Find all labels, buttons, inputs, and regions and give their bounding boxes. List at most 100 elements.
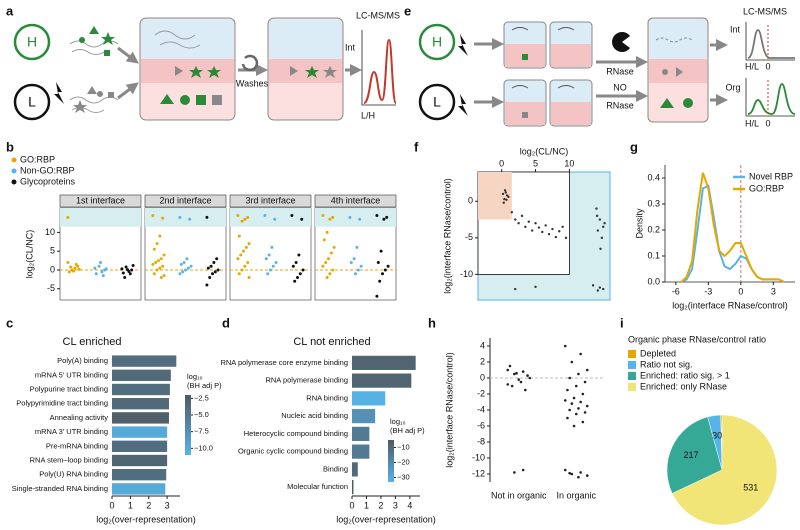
x-axis-label: log₂(interface RNase/control) bbox=[672, 300, 788, 310]
point bbox=[270, 245, 274, 249]
bar bbox=[352, 373, 412, 388]
point bbox=[579, 352, 582, 356]
point bbox=[120, 267, 124, 271]
density-line bbox=[680, 172, 785, 283]
ms-title: LC-MS/MS bbox=[356, 10, 400, 20]
slice-label: 30 bbox=[712, 431, 722, 441]
category-label: Pre-mRNA binding bbox=[46, 441, 108, 450]
x-tick-label: 0 bbox=[109, 500, 114, 510]
point bbox=[585, 474, 589, 477]
category-label: Annealing activity bbox=[50, 413, 109, 422]
h-label: H bbox=[432, 34, 442, 50]
point bbox=[152, 272, 156, 276]
point bbox=[503, 189, 507, 192]
y-axis-label: Density bbox=[634, 208, 644, 239]
point bbox=[383, 268, 387, 272]
point bbox=[162, 253, 166, 257]
detected-band bbox=[230, 208, 311, 227]
legend-label: Novel RBP bbox=[749, 171, 793, 181]
no-rnase-label: RNase bbox=[606, 100, 634, 110]
molecules-h bbox=[69, 26, 119, 56]
y-tick-label: -10 bbox=[472, 452, 485, 462]
panel-letter: b bbox=[6, 139, 14, 154]
point bbox=[331, 268, 335, 272]
x-tick-label: -6 bbox=[672, 286, 680, 296]
point bbox=[291, 264, 295, 268]
panel-letter: i bbox=[620, 315, 624, 330]
category-label: mRNA 5′ UTR binding bbox=[35, 370, 108, 379]
no-label: NO bbox=[613, 82, 627, 92]
panel-letter: e bbox=[404, 3, 411, 18]
point bbox=[375, 294, 379, 298]
point bbox=[212, 260, 216, 264]
shape bbox=[196, 95, 206, 105]
shape bbox=[557, 27, 575, 31]
point bbox=[577, 372, 580, 376]
point bbox=[240, 268, 244, 272]
legend-label: Non-GO:RBP bbox=[20, 165, 75, 175]
y-tick-label: 0.4 bbox=[647, 172, 660, 182]
point bbox=[263, 214, 267, 218]
colorbar-tick-label: −10 bbox=[397, 442, 410, 451]
point bbox=[547, 232, 551, 236]
point bbox=[524, 225, 527, 229]
point bbox=[216, 268, 220, 272]
point bbox=[267, 253, 271, 257]
x-tick-label: 1 bbox=[364, 500, 369, 510]
y-axis-label: log₂(CL/NC) bbox=[24, 230, 34, 279]
shape bbox=[551, 44, 591, 67]
category-label: Poly(U) RNA binding bbox=[39, 470, 108, 479]
chart-barh: CL enriched Poly(A) binding mRNA 5′ UTR bi… bbox=[12, 336, 222, 524]
point bbox=[378, 279, 382, 283]
point bbox=[583, 380, 587, 384]
bar bbox=[112, 369, 171, 381]
chart-strip: 4 2 0 -2 -4 -6 -8 -10 -12 log₂(interface RNase/co… bbox=[444, 338, 605, 500]
bar bbox=[352, 355, 416, 370]
org-label: Org bbox=[725, 82, 740, 92]
point bbox=[572, 396, 576, 400]
bar bbox=[112, 426, 168, 438]
point bbox=[73, 266, 77, 270]
point bbox=[209, 264, 213, 268]
point bbox=[155, 242, 159, 246]
bar bbox=[112, 454, 168, 467]
point bbox=[66, 260, 70, 264]
point bbox=[385, 215, 389, 219]
category-label: Binding bbox=[323, 464, 348, 473]
point bbox=[205, 215, 209, 219]
colorbar-title: (BH adj P) bbox=[187, 381, 222, 390]
point bbox=[269, 268, 272, 272]
point bbox=[298, 272, 302, 276]
rnase-icon bbox=[612, 32, 630, 52]
point bbox=[376, 260, 380, 264]
shape bbox=[159, 41, 201, 49]
shape bbox=[189, 66, 203, 78]
point bbox=[579, 400, 582, 404]
point bbox=[290, 214, 294, 218]
legend-label: Enriched: only RNase bbox=[640, 381, 727, 391]
point bbox=[349, 260, 353, 264]
point bbox=[266, 272, 270, 276]
point bbox=[355, 245, 359, 249]
shape bbox=[180, 95, 190, 105]
point bbox=[502, 201, 505, 204]
category-label: Poly(A) binding bbox=[57, 356, 108, 365]
point bbox=[236, 214, 240, 218]
bar bbox=[112, 398, 169, 410]
point bbox=[561, 225, 564, 229]
point bbox=[244, 245, 248, 249]
point bbox=[247, 242, 251, 246]
point bbox=[293, 279, 297, 283]
y-tick-label: 2 bbox=[480, 356, 485, 366]
bar bbox=[352, 426, 370, 441]
uv-bolt bbox=[458, 34, 468, 56]
point bbox=[97, 264, 101, 268]
point bbox=[240, 219, 244, 223]
point bbox=[534, 285, 537, 289]
panel-letter: f bbox=[414, 139, 419, 154]
point bbox=[182, 260, 186, 264]
x-tick-label: Not in organic bbox=[491, 490, 547, 500]
point bbox=[208, 275, 212, 279]
point bbox=[157, 259, 160, 263]
